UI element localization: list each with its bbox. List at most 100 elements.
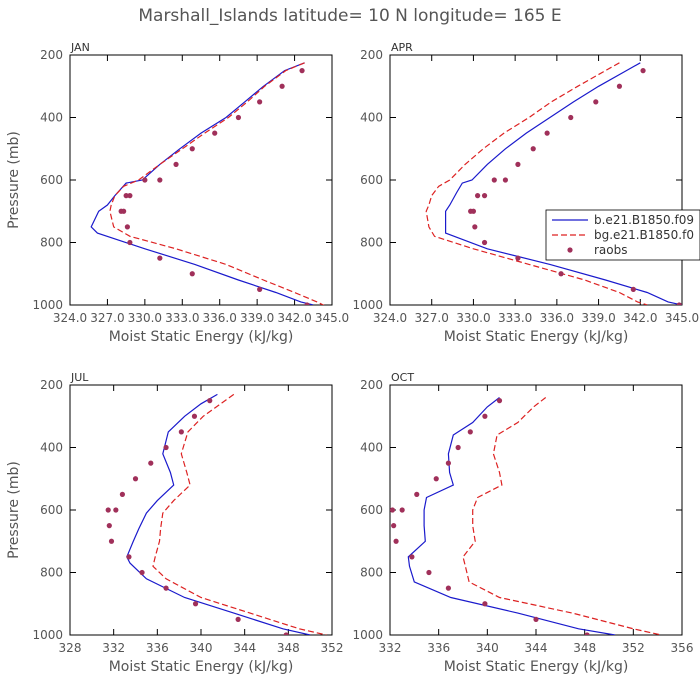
- x-tick-label: 330.0: [128, 311, 162, 325]
- obs-point: [491, 177, 497, 183]
- obs-point: [192, 601, 199, 607]
- obs-point: [257, 99, 263, 105]
- obs-point: [502, 177, 509, 183]
- obs-point: [468, 208, 474, 214]
- y-tick-label: 200: [40, 48, 63, 62]
- y-tick-label: 400: [360, 441, 383, 455]
- obs-point: [212, 130, 218, 136]
- obs-point: [472, 224, 478, 230]
- x-tick-label: 336.0: [540, 311, 574, 325]
- x-tick-label: 336: [427, 641, 450, 655]
- obs-point: [482, 413, 488, 419]
- obs-point: [235, 114, 242, 121]
- obs-point: [283, 632, 289, 635]
- x-tick-label: 348: [573, 641, 596, 655]
- obs-point: [191, 413, 198, 419]
- x-tick-label: 345.0: [315, 311, 349, 325]
- obs-point: [106, 523, 112, 529]
- x-axis-label: Moist Static Energy (kJ/kg): [109, 329, 294, 345]
- y-tick-label: 1000: [32, 628, 63, 642]
- series-line-model1: [445, 62, 682, 305]
- obs-point: [279, 83, 285, 89]
- series-line-model2: [152, 393, 327, 635]
- x-tick-label: 352: [622, 641, 645, 655]
- obs-point: [142, 177, 148, 183]
- panel-oct: OCT 332 336 340 344 348 352 356 200 400 600 800 1000…: [352, 371, 693, 675]
- plot-area: [390, 397, 662, 635]
- x-tick-label: 340: [190, 641, 213, 655]
- obs-point: [257, 286, 263, 292]
- panel-apr: APR 324.0 327.0 330.0 333.0 336.0 339.0 342.0 34…: [352, 41, 700, 345]
- obs-point: [445, 585, 451, 591]
- obs-point: [426, 569, 432, 576]
- x-tick-label: 327.0: [90, 311, 124, 325]
- obs-point: [235, 616, 241, 622]
- x-axis-label: Moist Static Energy (kJ/kg): [444, 659, 629, 675]
- obs-point: [189, 146, 195, 152]
- obs-point: [113, 507, 119, 513]
- x-tick-label: 340: [476, 641, 499, 655]
- x-tick-label: 344: [525, 641, 548, 655]
- y-tick-label: 400: [360, 111, 383, 125]
- obs-point: [148, 460, 154, 466]
- obs-point: [584, 632, 590, 635]
- series-line-model2: [462, 397, 662, 635]
- x-tick-label: 336.0: [203, 311, 237, 325]
- figure-title: Marshall_Islands latitude= 10 N longitud…: [138, 6, 561, 26]
- x-tick-label: 339.0: [581, 311, 615, 325]
- obs-point: [467, 429, 473, 435]
- legend-label: b.e21.B1850.f09: [594, 213, 694, 227]
- plot-frame: [389, 384, 683, 636]
- obs-point: [496, 398, 503, 404]
- y-tick-label: 1000: [352, 628, 383, 642]
- y-tick-label: 200: [40, 378, 63, 392]
- y-tick-label: 400: [40, 111, 63, 125]
- obs-point: [409, 554, 415, 560]
- obs-point: [299, 68, 305, 74]
- x-tick-label: 345.0: [665, 311, 699, 325]
- x-tick-label: 352: [321, 641, 344, 655]
- plot-area: [425, 62, 682, 305]
- y-tick-label: 200: [360, 48, 383, 62]
- x-tick-label: 324.0: [373, 311, 407, 325]
- obs-point: [163, 585, 169, 591]
- obs-point: [157, 177, 163, 183]
- y-axis-label: Pressure (mb): [6, 131, 22, 229]
- y-axis-label: Pressure (mb): [6, 461, 22, 559]
- obs-point: [391, 523, 397, 529]
- panel-jul: JUL 328 332 336 340 344 348 352 200 400 600 800 1000…: [6, 371, 343, 675]
- legend-swatch-obs: [567, 247, 573, 253]
- obs-point: [108, 538, 115, 544]
- plot-frame: [389, 54, 683, 306]
- obs-point: [157, 255, 163, 261]
- y-tick-label: 800: [360, 566, 383, 580]
- obs-point: [393, 538, 399, 544]
- x-tick-label: 356: [671, 641, 694, 655]
- obs-point: [455, 444, 461, 451]
- obs-point: [533, 616, 539, 622]
- legend-label: raobs: [594, 243, 628, 257]
- obs-point: [544, 130, 550, 136]
- obs-point: [399, 507, 405, 513]
- x-tick-label: 330.0: [456, 311, 490, 325]
- obs-point: [119, 491, 125, 497]
- obs-point: [515, 161, 521, 167]
- obs-point: [482, 601, 488, 607]
- panel-label: APR: [391, 41, 413, 54]
- panel-jan: JAN 324.0 327.0 330.0 333.0 336.0 339.0 342.0 34…: [6, 41, 349, 345]
- obs-point: [481, 239, 488, 246]
- obs-point: [414, 491, 420, 497]
- y-tick-label: 400: [40, 441, 63, 455]
- obs-point: [189, 271, 195, 277]
- obs-point: [178, 429, 184, 435]
- y-tick-label: 600: [360, 503, 383, 517]
- x-axis-label: Moist Static Energy (kJ/kg): [444, 329, 629, 345]
- plot-area: [90, 62, 325, 305]
- obs-point: [481, 193, 488, 199]
- obs-point: [123, 193, 129, 199]
- series-line-model2: [425, 62, 648, 305]
- x-tick-label: 328: [59, 641, 82, 655]
- obs-point: [207, 398, 213, 404]
- obs-point: [630, 286, 636, 292]
